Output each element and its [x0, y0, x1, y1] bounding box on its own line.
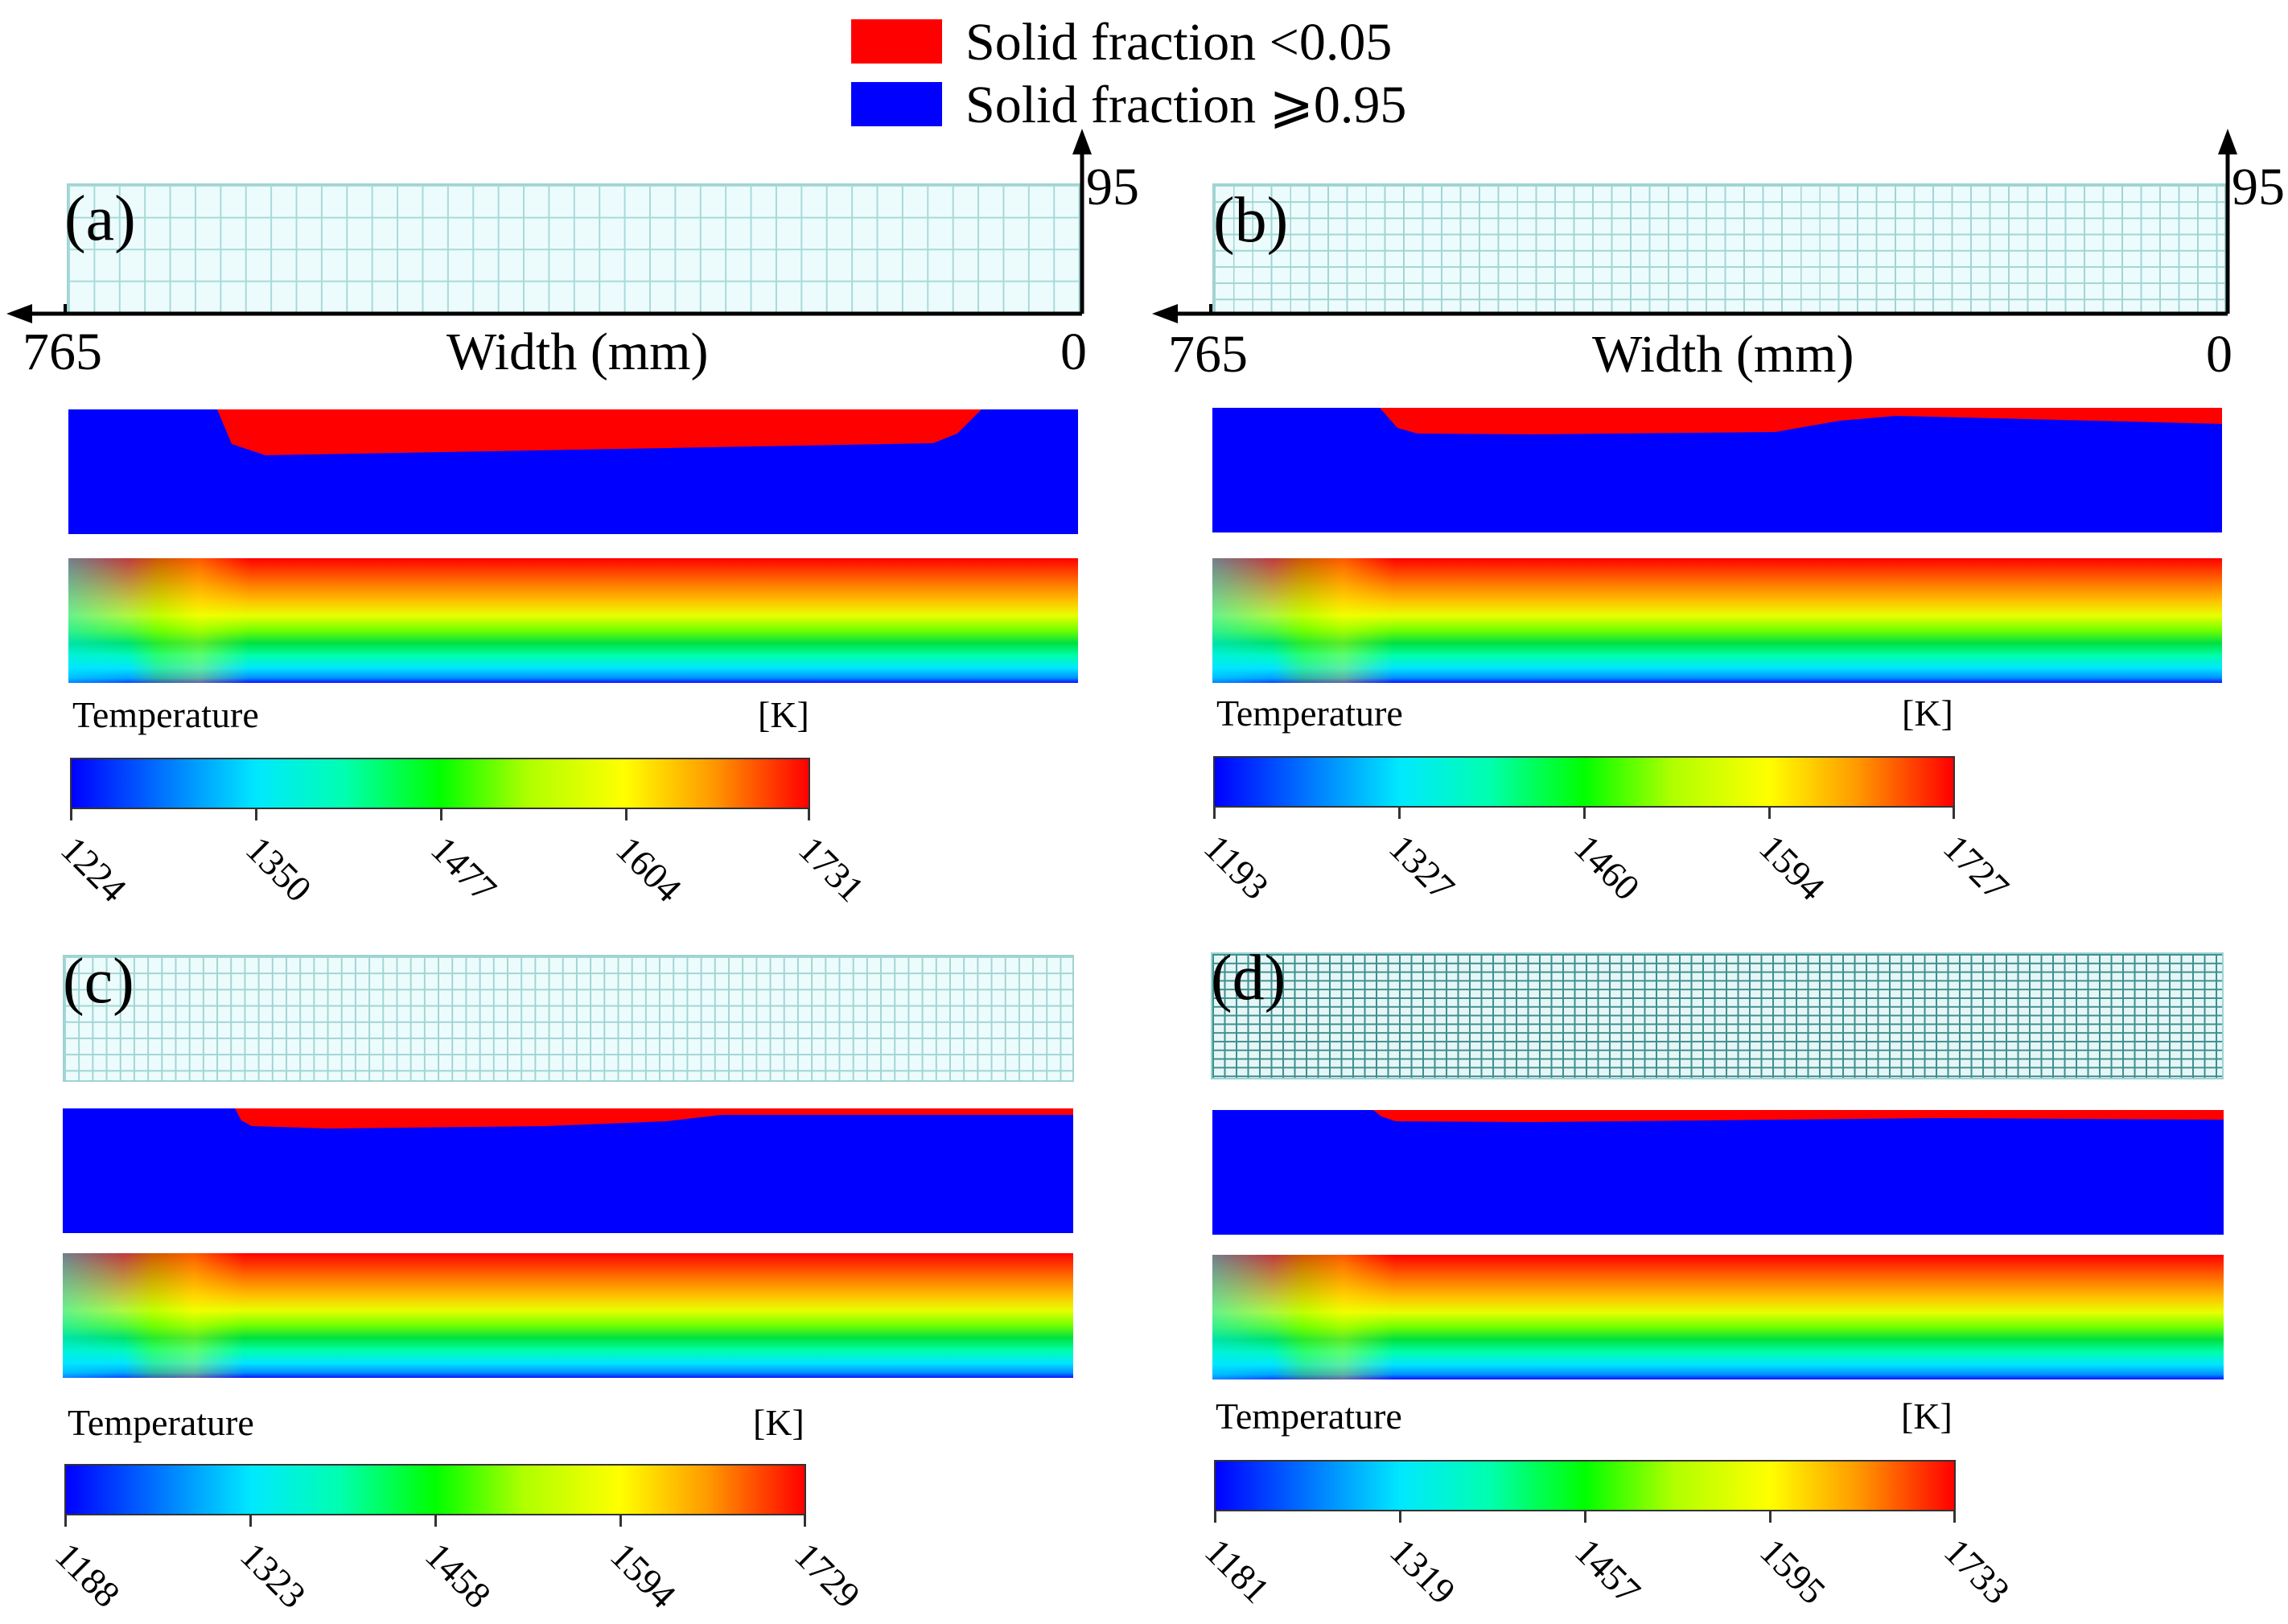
- temperature-title-b: Temperature: [1216, 693, 1403, 734]
- colorbar-b: [1213, 756, 1955, 808]
- colorbar-tick-a-0: [70, 808, 72, 820]
- x-axis-arrow-a: [6, 304, 32, 323]
- colorbar-label-c-3: 1594: [603, 1534, 685, 1616]
- colorbar-tick-a-2: [440, 808, 442, 820]
- colorbar-tick-d-4: [1953, 1510, 1956, 1523]
- colorbar-label-d-3: 1595: [1752, 1530, 1834, 1612]
- liquid-region-c: [235, 1108, 1073, 1129]
- colorbar-label-b-1: 1327: [1381, 826, 1463, 908]
- axes-b: [1152, 129, 2237, 323]
- liquid-region-b: [1380, 408, 2222, 434]
- colorbar-label-d-2: 1457: [1567, 1530, 1649, 1612]
- colorbar-tick-b-0: [1213, 806, 1216, 819]
- colorbar-label-a-3: 1604: [608, 828, 690, 910]
- colorbar-label-b-4: 1727: [1936, 826, 2018, 908]
- mesh-grid-d: [1211, 952, 2224, 1079]
- panel-label-d: (d): [1211, 943, 1286, 1013]
- liquid-region-d: [1373, 1110, 2224, 1122]
- temperature-field-c: [63, 1253, 1073, 1378]
- colorbar-tick-d-1: [1399, 1510, 1401, 1523]
- colorbar-tick-d-2: [1584, 1510, 1586, 1523]
- colorbar-tick-a-4: [808, 808, 810, 820]
- colorbar-label-b-3: 1594: [1751, 826, 1833, 908]
- temperature-title-d: Temperature: [1216, 1396, 1402, 1437]
- colorbar-label-a-0: 1224: [53, 828, 135, 910]
- temperature-unit-d: [K]: [1901, 1396, 1953, 1437]
- panel-label-a: (a): [64, 183, 136, 254]
- temperature-unit-b: [K]: [1902, 693, 1953, 734]
- y-top-value-a: 95: [1086, 158, 1139, 216]
- x-left-value-a: 765: [23, 323, 102, 381]
- colorbar-label-d-1: 1319: [1382, 1530, 1464, 1612]
- temperature-field-a: [68, 558, 1078, 683]
- colorbar-a: [70, 758, 810, 809]
- temperature-unit-c: [K]: [753, 1402, 805, 1443]
- colorbar-tick-a-3: [625, 808, 628, 820]
- mesh-grid-c: [63, 955, 1074, 1082]
- colorbar-tick-c-1: [249, 1514, 252, 1527]
- panel-label-c: (c): [63, 946, 134, 1017]
- colorbar-label-c-0: 1188: [47, 1534, 128, 1615]
- solid-region-c: [63, 1108, 1073, 1233]
- colorbar-label-a-2: 1477: [423, 828, 505, 910]
- legend-swatch-liquid: [851, 19, 942, 64]
- colorbar-label-c-2: 1458: [418, 1534, 500, 1616]
- colorbar-tick-c-2: [434, 1514, 437, 1527]
- temperature-unit-a: [K]: [758, 694, 809, 735]
- solid-fraction-map-a: [68, 409, 1078, 534]
- colorbar-label-d-4: 1733: [1936, 1530, 2018, 1612]
- colorbar-tick-c-3: [619, 1514, 622, 1527]
- colorbar-tick-b-3: [1768, 806, 1771, 819]
- colorbar-tick-b-2: [1583, 806, 1586, 819]
- colorbar-tick-c-4: [804, 1514, 806, 1527]
- solid-fraction-map-d: [1212, 1110, 2224, 1235]
- colorbar-tick-d-0: [1214, 1510, 1216, 1523]
- legend-swatch-solid: [851, 82, 942, 126]
- x-axis-arrow-b: [1152, 304, 1178, 323]
- axes-a: [6, 129, 1092, 323]
- colorbar-d: [1214, 1460, 1956, 1511]
- solid-fraction-map-b: [1212, 408, 2222, 532]
- solid-region-d: [1212, 1110, 2224, 1235]
- legend-label-solid: Solid fraction ⩾0.95: [965, 76, 1407, 134]
- colorbar-tick-d-3: [1769, 1510, 1772, 1523]
- colorbar-label-d-0: 1181: [1197, 1530, 1278, 1611]
- temperature-field-d: [1212, 1255, 2224, 1379]
- liquid-region-a: [217, 409, 981, 455]
- colorbar-c: [64, 1464, 806, 1515]
- colorbar-label-c-1: 1323: [233, 1534, 315, 1616]
- panel-label-b: (b): [1213, 185, 1289, 256]
- colorbar-label-b-0: 1193: [1196, 826, 1277, 907]
- colorbar-tick-b-4: [1953, 806, 1955, 819]
- colorbar-tick-c-0: [64, 1514, 67, 1527]
- colorbar-label-a-4: 1731: [791, 828, 873, 910]
- colorbar-label-b-2: 1460: [1566, 826, 1648, 908]
- temperature-field-b: [1212, 558, 2222, 683]
- colorbar-label-a-1: 1350: [238, 828, 320, 910]
- x-left-value-b: 765: [1168, 325, 1248, 384]
- colorbar-label-c-4: 1729: [787, 1534, 869, 1616]
- colorbar-tick-a-1: [255, 808, 257, 820]
- legend-label-liquid: Solid fraction <0.05: [965, 13, 1393, 72]
- temperature-title-a: Temperature: [72, 694, 259, 735]
- mesh-grid-a: [67, 183, 1080, 314]
- x-right-value-a: 0: [1060, 323, 1087, 381]
- y-axis-arrow-a: [1072, 129, 1092, 154]
- colorbar-tick-b-1: [1398, 806, 1401, 819]
- temperature-title-c: Temperature: [68, 1402, 254, 1443]
- y-top-value-b: 95: [2232, 158, 2285, 216]
- y-axis-arrow-b: [2218, 129, 2237, 154]
- x-axis-title-a: Width (mm): [446, 323, 709, 381]
- x-axis-title-b: Width (mm): [1592, 325, 1854, 384]
- mesh-grid-b: [1212, 183, 2226, 314]
- x-right-value-b: 0: [2206, 325, 2232, 384]
- solid-fraction-map-c: [63, 1108, 1073, 1233]
